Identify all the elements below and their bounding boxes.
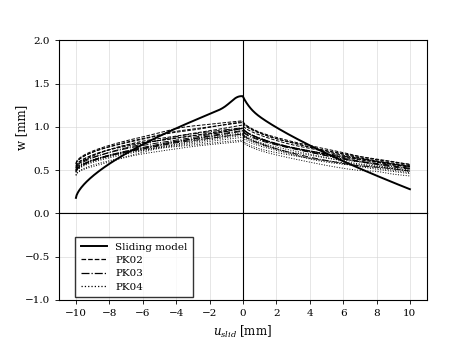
Y-axis label: w [mm]: w [mm] [15, 104, 28, 150]
X-axis label: $u_{slid}$ [mm]: $u_{slid}$ [mm] [213, 324, 273, 337]
Legend: Sliding model, PK02, PK03, PK04: Sliding model, PK02, PK03, PK04 [75, 237, 192, 297]
